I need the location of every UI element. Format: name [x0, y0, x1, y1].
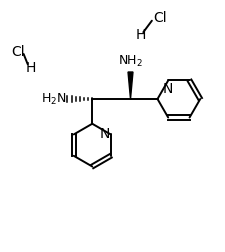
Text: Cl: Cl — [153, 11, 167, 25]
Text: Cl: Cl — [11, 45, 25, 59]
Text: H$_2$N: H$_2$N — [41, 91, 66, 107]
Text: N: N — [163, 82, 173, 96]
Text: N: N — [99, 128, 110, 141]
Polygon shape — [128, 72, 133, 99]
Text: H: H — [135, 28, 146, 42]
Text: H: H — [25, 60, 36, 75]
Text: NH$_2$: NH$_2$ — [118, 54, 143, 69]
